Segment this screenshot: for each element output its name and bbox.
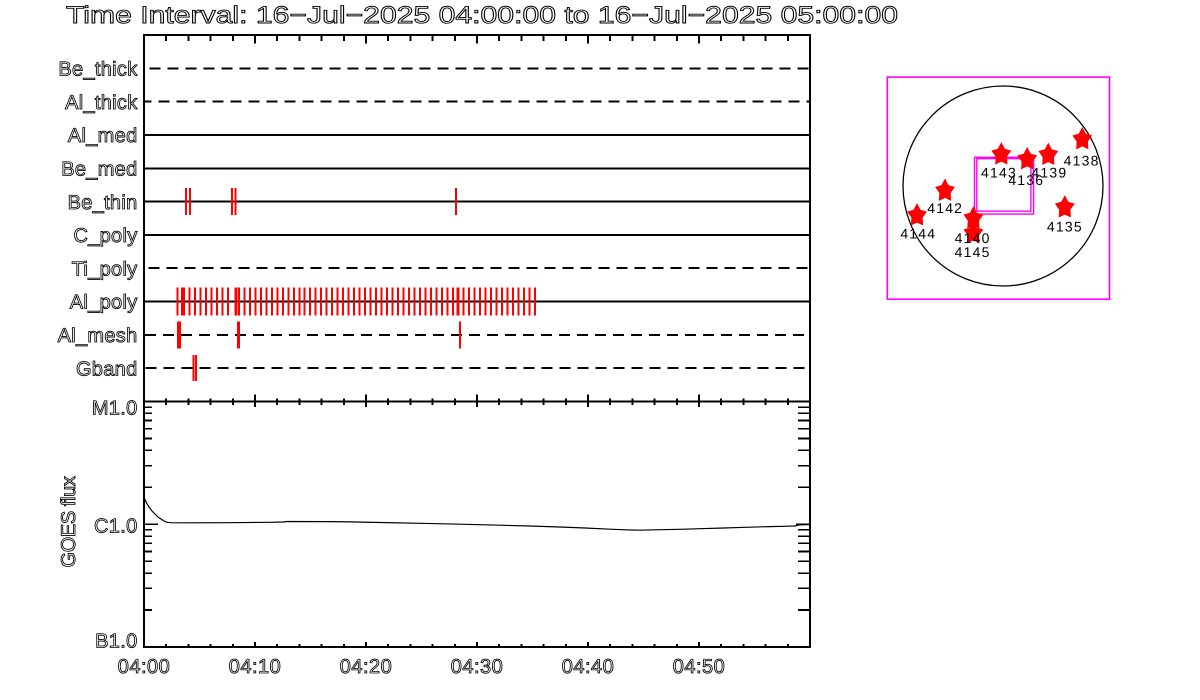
svg-text:4143: 4143 xyxy=(981,165,1017,181)
svg-text:4136: 4136 xyxy=(1008,172,1044,188)
svg-text:Gband: Gband xyxy=(76,358,138,380)
svg-text:Al_thick: Al_thick xyxy=(65,92,138,114)
svg-text:GOES flux: GOES flux xyxy=(58,476,80,567)
svg-text:04:30: 04:30 xyxy=(451,656,504,678)
svg-text:Be_med: Be_med xyxy=(61,159,137,181)
svg-text:4138: 4138 xyxy=(1064,153,1100,169)
svg-text:Al_med: Al_med xyxy=(68,125,138,147)
svg-text:Al_mesh: Al_mesh xyxy=(58,325,138,347)
svg-text:4135: 4135 xyxy=(1047,218,1083,234)
svg-text:Ti_poly: Ti_poly xyxy=(72,258,138,280)
svg-text:04:50: 04:50 xyxy=(673,656,726,678)
svg-text:C1.0: C1.0 xyxy=(94,515,137,537)
svg-text:C_poly: C_poly xyxy=(73,225,137,247)
svg-text:4145: 4145 xyxy=(955,244,991,260)
svg-text:04:00: 04:00 xyxy=(118,656,171,678)
svg-text:B1.0: B1.0 xyxy=(95,630,137,652)
svg-text:04:20: 04:20 xyxy=(340,656,393,678)
svg-text:04:10: 04:10 xyxy=(229,656,282,678)
svg-text:4139: 4139 xyxy=(1031,165,1067,181)
svg-text:Be_thin: Be_thin xyxy=(68,192,138,214)
svg-text:Al_poly: Al_poly xyxy=(70,292,138,314)
svg-text:Be_thick: Be_thick xyxy=(58,59,138,81)
svg-text:04:40: 04:40 xyxy=(562,656,615,678)
svg-text:4144: 4144 xyxy=(900,226,936,242)
svg-text:M1.0: M1.0 xyxy=(92,397,138,419)
svg-text:Time Interval: 16−Jul−2025 04:: Time Interval: 16−Jul−2025 04:00:00 to 1… xyxy=(66,2,898,29)
svg-text:4142: 4142 xyxy=(927,200,963,216)
svg-text:4140: 4140 xyxy=(955,230,991,246)
